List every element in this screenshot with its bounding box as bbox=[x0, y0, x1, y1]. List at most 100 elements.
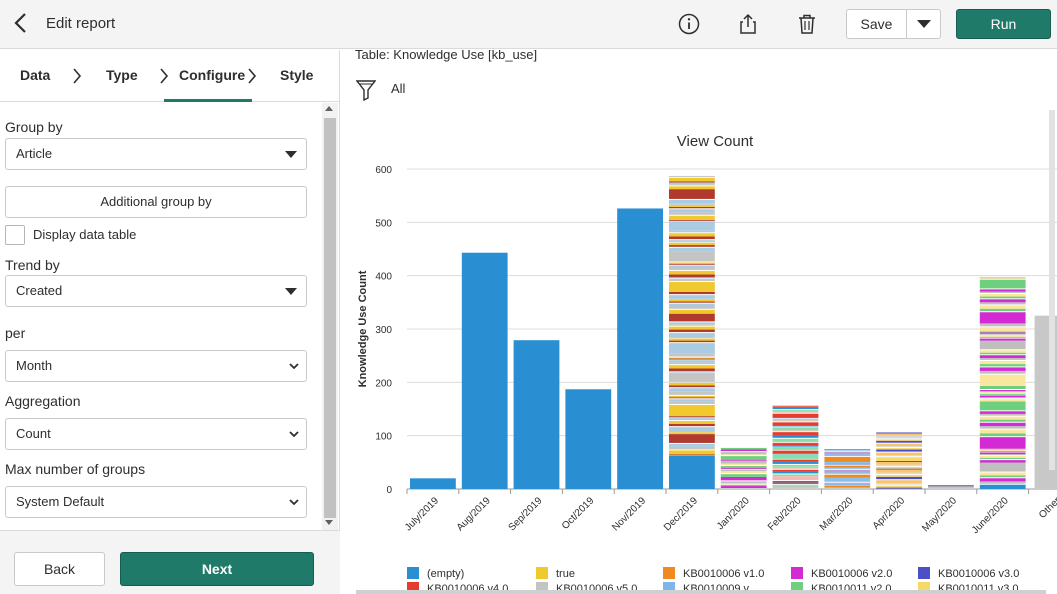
bar-segment bbox=[772, 405, 819, 407]
bar-segment bbox=[669, 372, 715, 374]
trend-by-select[interactable]: Created bbox=[5, 275, 307, 307]
bar-segment bbox=[979, 462, 1026, 472]
bar-segment bbox=[824, 464, 871, 466]
bar-segment bbox=[979, 426, 1026, 429]
x-tick-label: Dec/2019 bbox=[662, 495, 700, 533]
bar-segment bbox=[772, 476, 819, 480]
aggregation-select[interactable]: Count bbox=[5, 418, 307, 450]
next-button[interactable]: Next bbox=[120, 552, 314, 586]
share-icon[interactable] bbox=[736, 12, 760, 36]
bar-segment bbox=[669, 205, 715, 207]
additional-group-by-button[interactable]: Additional group by bbox=[5, 186, 307, 218]
bar-segment bbox=[669, 395, 715, 398]
trash-icon[interactable] bbox=[795, 12, 819, 36]
bar-segment bbox=[669, 270, 715, 275]
per-select[interactable]: Month bbox=[5, 350, 307, 382]
info-icon[interactable] bbox=[677, 12, 701, 36]
bar-segment bbox=[876, 457, 922, 461]
x-tick-label: July/2019 bbox=[403, 495, 441, 533]
chevron-right-icon bbox=[160, 68, 169, 84]
bar-segment bbox=[669, 301, 715, 303]
bar-segment bbox=[669, 267, 715, 270]
bar-segment bbox=[772, 434, 819, 438]
max-groups-select[interactable]: System Default bbox=[5, 486, 307, 518]
legend-label: (empty) bbox=[427, 568, 464, 580]
y-tick-label: 600 bbox=[375, 165, 392, 176]
back-chevron-icon[interactable] bbox=[10, 11, 32, 35]
bar-segment bbox=[979, 293, 1026, 297]
filter-icon[interactable] bbox=[356, 79, 376, 101]
save-button[interactable]: Save bbox=[847, 10, 907, 38]
back-button[interactable]: Back bbox=[14, 552, 105, 586]
tab-data[interactable]: Data bbox=[20, 67, 51, 83]
bar-segment bbox=[979, 481, 1026, 484]
bar-segment bbox=[979, 454, 1026, 456]
bar-segment bbox=[979, 312, 1026, 324]
bar-segment bbox=[669, 454, 715, 456]
bar-segment bbox=[979, 296, 1026, 299]
preview-horizontal-scrollbar[interactable] bbox=[356, 590, 1046, 594]
bar-segment bbox=[979, 305, 1026, 309]
legend-swatch bbox=[663, 567, 675, 579]
tab-configure[interactable]: Configure bbox=[179, 67, 246, 83]
bar-segment bbox=[979, 391, 1026, 393]
bar-segment bbox=[876, 469, 922, 473]
bar-segment bbox=[979, 460, 1026, 463]
bar-segment bbox=[772, 458, 819, 460]
configure-form: Group by Article Additional group by Dis… bbox=[0, 103, 322, 575]
bar-segment bbox=[720, 469, 767, 472]
bar-segment bbox=[772, 425, 819, 427]
group-by-select[interactable]: Article bbox=[5, 138, 307, 170]
bar-segment bbox=[824, 451, 871, 455]
bar-segment bbox=[772, 441, 819, 443]
bar-segment bbox=[669, 443, 715, 447]
scroll-down-arrow-icon[interactable] bbox=[325, 520, 333, 525]
legend-label: KB0010011 v2.0 bbox=[811, 583, 892, 594]
x-tick-label: Mar/2020 bbox=[818, 495, 856, 533]
bar-segment bbox=[772, 480, 819, 483]
bar-segment bbox=[772, 474, 819, 477]
active-tab-indicator bbox=[164, 99, 252, 102]
run-button[interactable]: Run bbox=[956, 9, 1051, 39]
aggregation-value: Count bbox=[16, 426, 51, 441]
bar-segment bbox=[824, 477, 871, 482]
y-tick-label: 100 bbox=[375, 432, 392, 443]
preview-scrollbar[interactable] bbox=[1049, 110, 1055, 470]
display-data-table-checkbox[interactable] bbox=[5, 225, 25, 245]
bar-segment bbox=[979, 332, 1026, 334]
bar-segment bbox=[669, 362, 715, 365]
tab-type[interactable]: Type bbox=[106, 67, 138, 83]
panel-scrollbar-thumb[interactable] bbox=[324, 118, 336, 518]
y-tick-label: 200 bbox=[375, 378, 392, 389]
x-tick-label: Sep/2019 bbox=[507, 495, 545, 533]
bar-segment bbox=[876, 433, 922, 436]
bar-segment bbox=[824, 465, 871, 468]
bar-segment bbox=[772, 445, 819, 447]
bar-segment bbox=[669, 236, 715, 240]
bar-segment bbox=[772, 469, 819, 472]
bar-segment bbox=[772, 411, 819, 413]
bar-segment bbox=[772, 420, 819, 422]
bar-segment bbox=[720, 468, 767, 470]
bar-segment bbox=[720, 459, 767, 461]
bar-segment bbox=[824, 485, 871, 488]
bar-segment bbox=[979, 437, 1026, 449]
legend-label: KB0010006 v4.0 bbox=[427, 583, 508, 594]
tab-style[interactable]: Style bbox=[280, 67, 314, 83]
bar-segment bbox=[876, 462, 922, 465]
bar-segment bbox=[669, 298, 715, 300]
bar-segment bbox=[720, 447, 767, 450]
bar-segment bbox=[669, 303, 715, 307]
bar-segment bbox=[979, 411, 1026, 414]
bar-segment bbox=[979, 367, 1026, 371]
save-options-dropdown[interactable] bbox=[907, 10, 940, 38]
x-tick-label: Jan/2020 bbox=[715, 495, 752, 532]
legend-label: true bbox=[556, 568, 575, 580]
scroll-up-arrow-icon[interactable] bbox=[325, 106, 333, 111]
bar-segment bbox=[979, 429, 1026, 434]
caret-down-icon bbox=[285, 151, 297, 158]
bar-segment bbox=[876, 480, 922, 484]
y-tick-label: 500 bbox=[375, 218, 392, 229]
bar-segment bbox=[669, 382, 715, 386]
bar-segment bbox=[669, 431, 715, 433]
